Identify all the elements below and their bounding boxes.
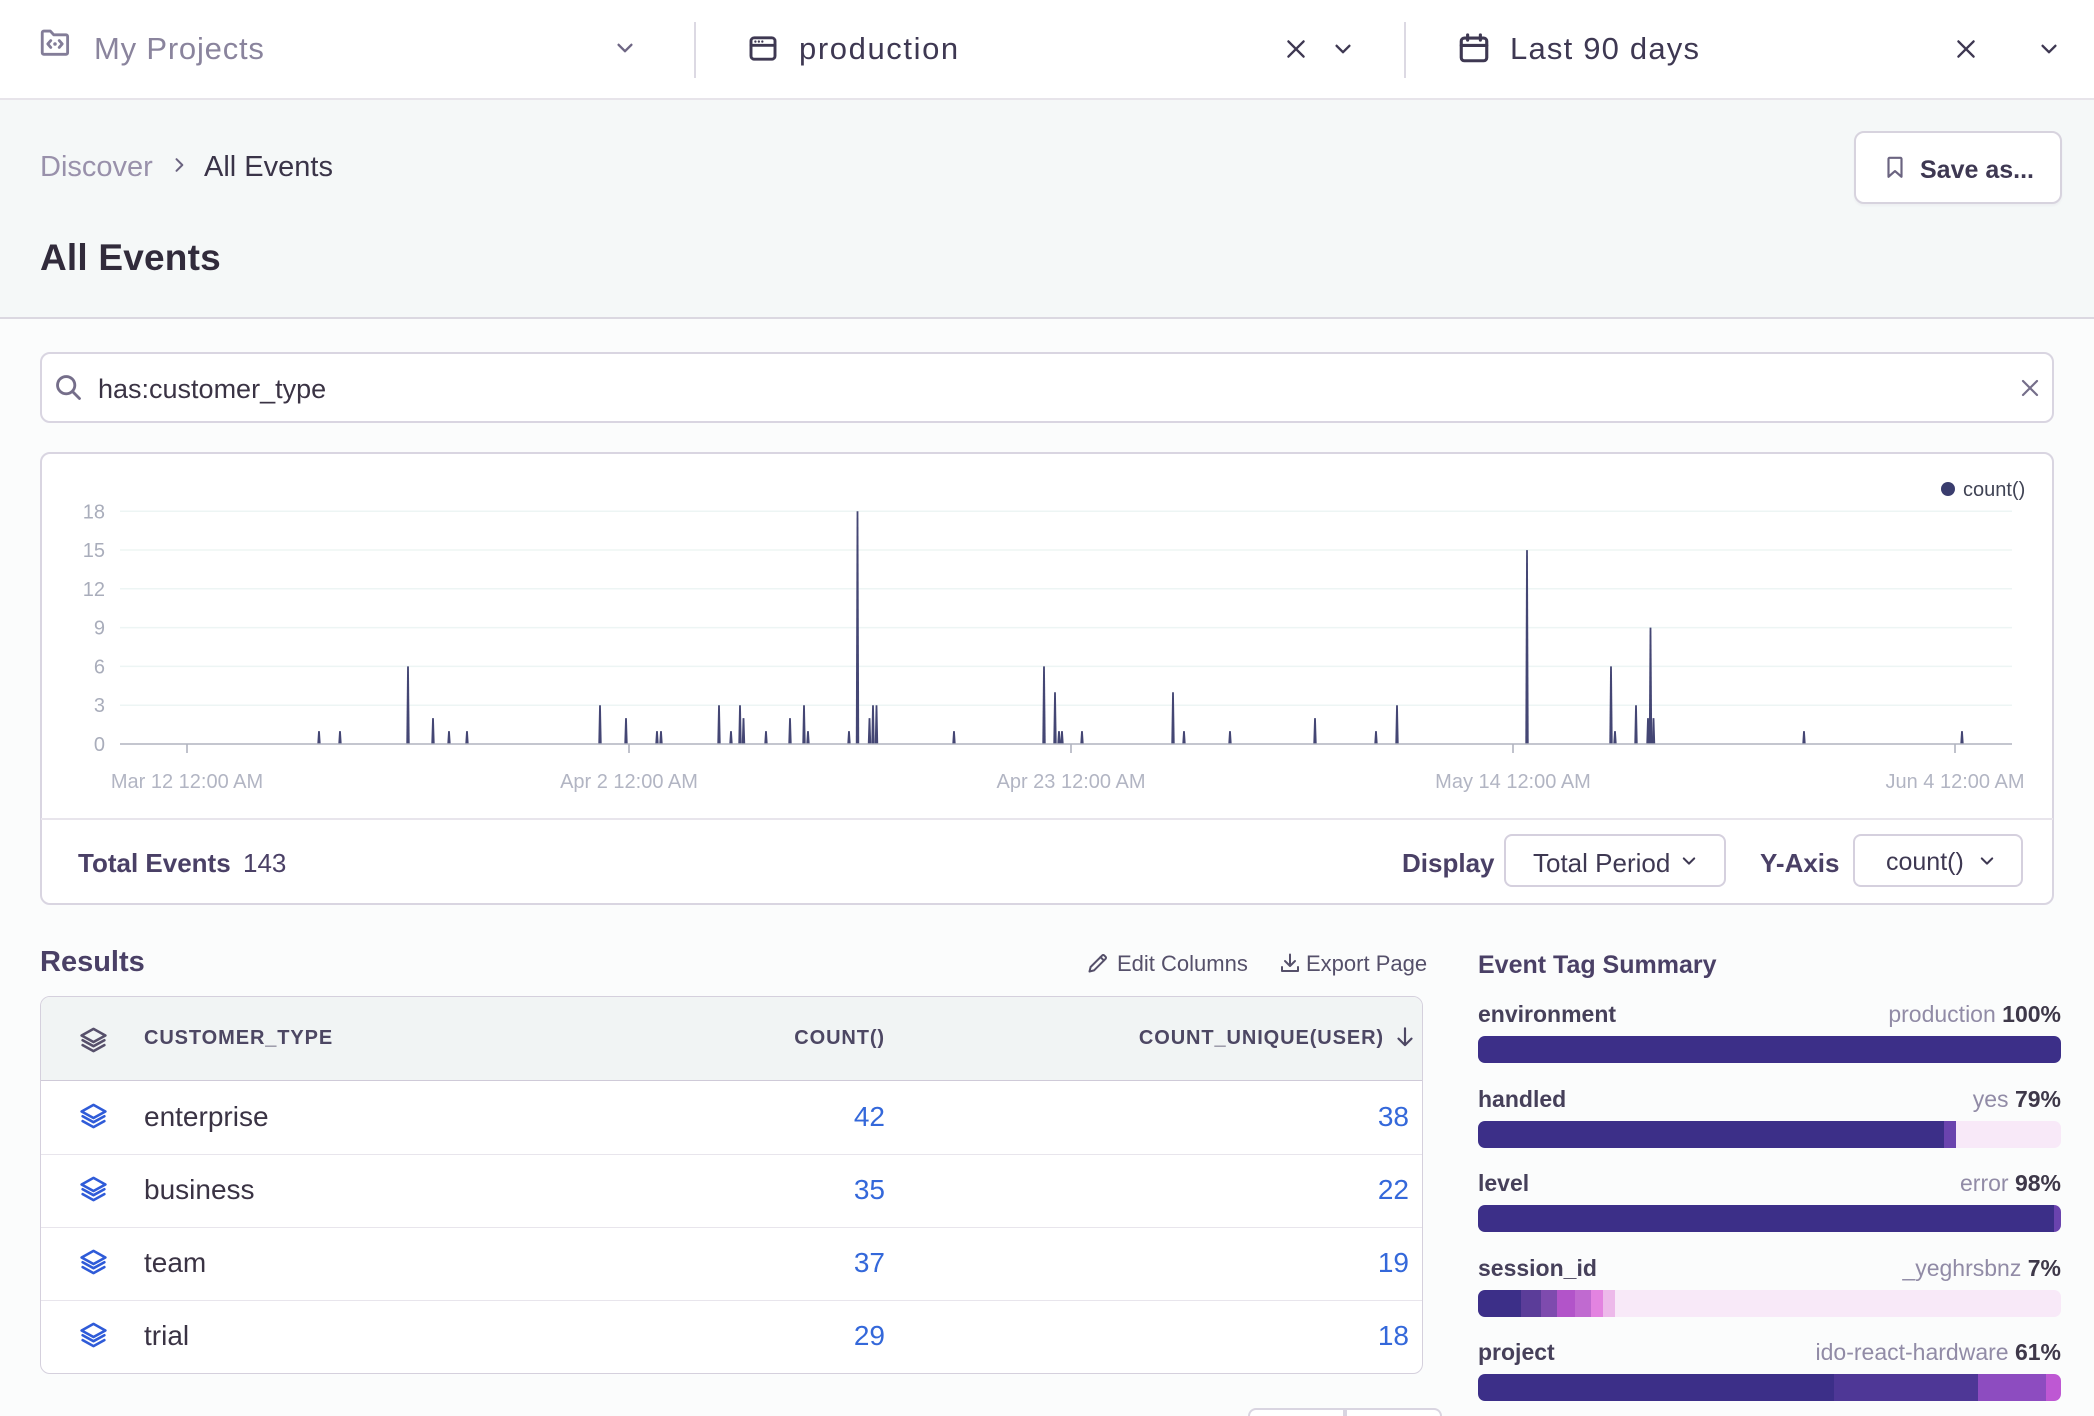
svg-text:15: 15	[83, 540, 105, 562]
svg-text:9: 9	[94, 618, 105, 640]
svg-text:Apr 2 12:00 AM: Apr 2 12:00 AM	[560, 771, 698, 793]
svg-text:count(): count()	[1963, 479, 2025, 501]
svg-text:0: 0	[94, 734, 105, 756]
svg-text:Mar 12 12:00 AM: Mar 12 12:00 AM	[111, 771, 263, 793]
svg-text:Apr 23 12:00 AM: Apr 23 12:00 AM	[997, 771, 1146, 793]
svg-text:6: 6	[94, 656, 105, 678]
svg-text:18: 18	[83, 501, 105, 523]
svg-text:3: 3	[94, 695, 105, 717]
svg-text:Jun 4 12:00 AM: Jun 4 12:00 AM	[1886, 771, 2025, 793]
svg-text:12: 12	[83, 579, 105, 601]
svg-text:May 14 12:00 AM: May 14 12:00 AM	[1435, 771, 1591, 793]
